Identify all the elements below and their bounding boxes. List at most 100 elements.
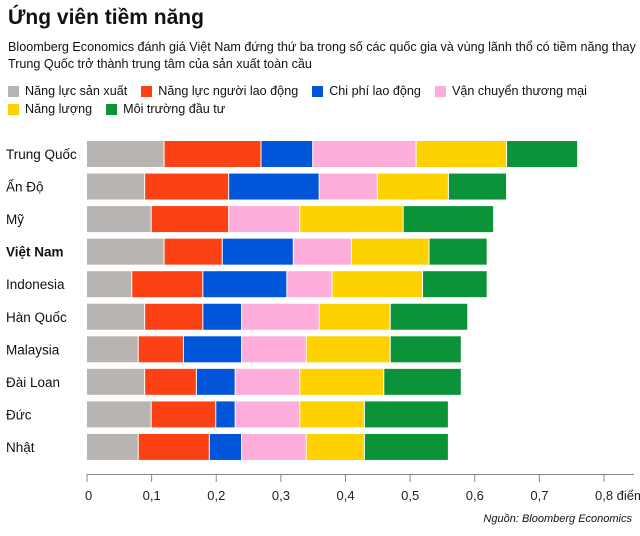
x-tick-label: 0,7	[530, 488, 548, 503]
bar-segment	[196, 368, 235, 395]
bar-segment	[293, 238, 351, 265]
bar-segment	[216, 401, 235, 428]
bar-segment	[87, 368, 145, 395]
bar-segment	[306, 433, 364, 460]
bar-segment	[242, 433, 306, 460]
legend-item: Năng lực sản xuất	[8, 83, 127, 99]
bar-segment	[377, 173, 448, 200]
bar-segment	[164, 141, 261, 167]
bar-segment	[145, 303, 203, 330]
bar-segment	[319, 303, 390, 330]
bar-segment	[300, 401, 364, 428]
category-label: Đài Loan	[6, 375, 60, 390]
bar-segment	[87, 141, 164, 167]
legend-label: Vận chuyển thương mại	[451, 84, 587, 98]
legend-item: Vận chuyển thương mại	[434, 83, 587, 99]
source-note: Nguồn: Bloomberg Economics	[483, 513, 632, 525]
bar-segment	[429, 238, 487, 265]
bar-segment	[313, 141, 416, 167]
chart-subtitle: Bloomberg Economics đánh giá Việt Nam đứ…	[8, 40, 636, 71]
legend-item: Chi phí lao động	[312, 83, 421, 99]
category-label: Malaysia	[6, 342, 60, 357]
bar-segment	[416, 141, 507, 167]
bar-segment	[138, 336, 183, 363]
category-label: Nhật	[6, 440, 35, 455]
legend-item: Môi trường đầu tư	[106, 101, 225, 117]
bar-segment	[87, 336, 138, 363]
legend-label: Môi trường đầu tư	[123, 102, 226, 116]
bar-segment	[390, 303, 468, 330]
legend-label: Năng lực người lao động	[158, 84, 299, 98]
bar-segment	[448, 173, 507, 200]
bar-segment	[87, 173, 145, 200]
bar-segment	[332, 271, 423, 298]
x-tick-label: 0,3	[272, 488, 290, 503]
bar-segment	[151, 206, 229, 233]
bar-segment	[145, 368, 196, 395]
x-tick-label: 0,6	[466, 488, 484, 503]
bar-segment	[87, 303, 145, 330]
category-label: Mỹ	[6, 212, 24, 227]
bar-segment	[390, 336, 461, 363]
chart-title: Ứng viên tiềm năng	[8, 6, 204, 29]
x-tick-label: 0	[85, 488, 92, 503]
bar-segment	[138, 433, 209, 460]
bar-segment	[203, 303, 242, 330]
bar-segment	[364, 401, 448, 428]
bar-segment	[242, 336, 306, 363]
bar-segment	[145, 173, 229, 200]
bar-segment	[423, 271, 487, 298]
legend-label: Năng lượng	[25, 102, 93, 116]
bar-segment	[222, 238, 293, 265]
x-tick-label: 0,4	[337, 488, 355, 503]
bar-segment	[306, 336, 390, 363]
bar-segment	[164, 238, 222, 265]
bar-segment	[87, 401, 151, 428]
x-tick-label: 0,2	[207, 488, 225, 503]
bar-segment	[403, 206, 494, 233]
legend-swatch	[141, 85, 153, 97]
legend-swatch	[8, 85, 19, 97]
legend-item: Năng lượng	[8, 101, 92, 117]
x-tick-label: 0,8 điểm	[595, 488, 640, 503]
bar-segment	[242, 303, 319, 330]
bar-segment	[351, 238, 429, 265]
bar-segment	[229, 173, 319, 200]
category-label: Indonesia	[6, 277, 65, 292]
bar-segment	[300, 206, 403, 233]
bar-segment	[87, 433, 138, 460]
bar-segment	[203, 271, 287, 298]
legend-swatch	[434, 85, 446, 97]
bar-segment	[235, 401, 300, 428]
legend-swatch	[106, 103, 118, 115]
bar-segment	[151, 401, 216, 428]
bar-segment	[229, 206, 300, 233]
bar-segment	[183, 336, 242, 363]
legend: Năng lực sản xuất Năng lực người lao động…	[8, 83, 628, 117]
category-label: Ấn Độ	[6, 180, 44, 195]
bar-segment	[209, 433, 242, 460]
bar-segment	[364, 433, 448, 460]
bar-segment	[300, 368, 384, 395]
bar-segment	[235, 368, 300, 395]
category-label: Đức	[6, 407, 32, 422]
bar-segment	[261, 141, 313, 167]
category-label: Trung Quốc	[6, 147, 77, 162]
legend-label: Năng lực sản xuất	[25, 84, 128, 98]
legend-item: Năng lực người lao động	[141, 83, 298, 99]
legend-swatch	[8, 103, 19, 115]
legend-swatch	[312, 85, 324, 97]
x-tick-label: 0,1	[143, 488, 161, 503]
bar-segment	[319, 173, 377, 200]
legend-label: Chi phí lao động	[329, 84, 421, 98]
bar-segment	[507, 141, 578, 167]
category-label: Việt Nam	[6, 245, 64, 260]
bar-segment	[132, 271, 203, 298]
bar-segment	[384, 368, 461, 395]
bar-segment	[87, 206, 151, 233]
x-tick-label: 0,5	[401, 488, 419, 503]
bar-segment	[87, 271, 132, 298]
bar-segment	[287, 271, 332, 298]
